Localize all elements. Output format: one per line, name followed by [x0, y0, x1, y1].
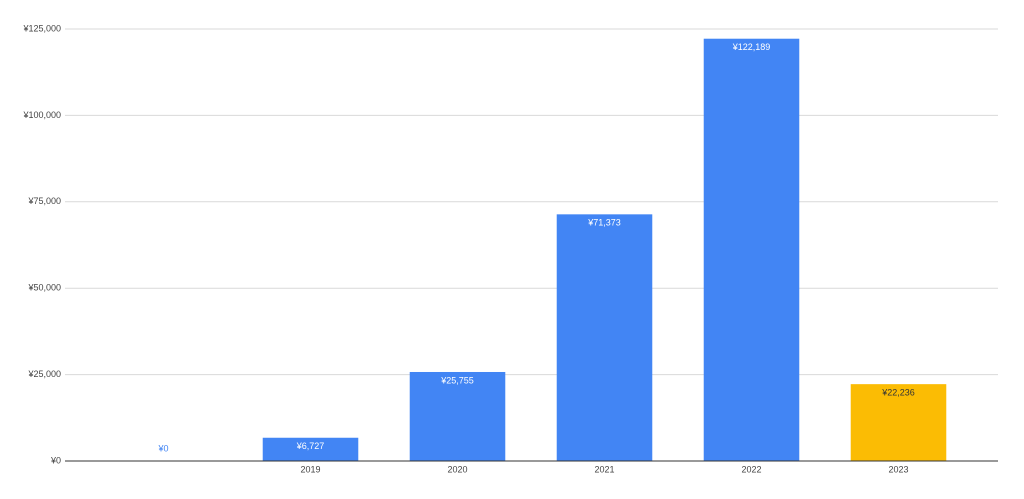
bar [409, 371, 506, 461]
value-label: ¥6,727 [296, 441, 325, 451]
x-tick-label: 2021 [594, 464, 614, 474]
x-tick-label: 2022 [741, 464, 761, 474]
y-tick-label: ¥50,000 [27, 283, 61, 293]
y-tick-label: ¥0 [50, 455, 61, 465]
x-tick-label: 2019 [300, 464, 320, 474]
y-tick-label: ¥125,000 [22, 23, 61, 33]
value-label: ¥22,236 [881, 388, 915, 398]
bar [703, 38, 800, 462]
value-label: ¥0 [157, 443, 168, 453]
value-label: ¥71,373 [587, 218, 621, 228]
x-tick-label: 2023 [888, 464, 908, 474]
y-tick-label: ¥75,000 [27, 196, 61, 206]
bar [262, 437, 359, 461]
value-label: ¥122,189 [732, 42, 771, 52]
y-tick-label: ¥100,000 [22, 110, 61, 120]
y-tick-label: ¥25,000 [27, 369, 61, 379]
x-tick-label: 2020 [447, 464, 467, 474]
value-label: ¥25,755 [440, 375, 474, 385]
bar [556, 214, 653, 461]
bar [850, 384, 947, 461]
